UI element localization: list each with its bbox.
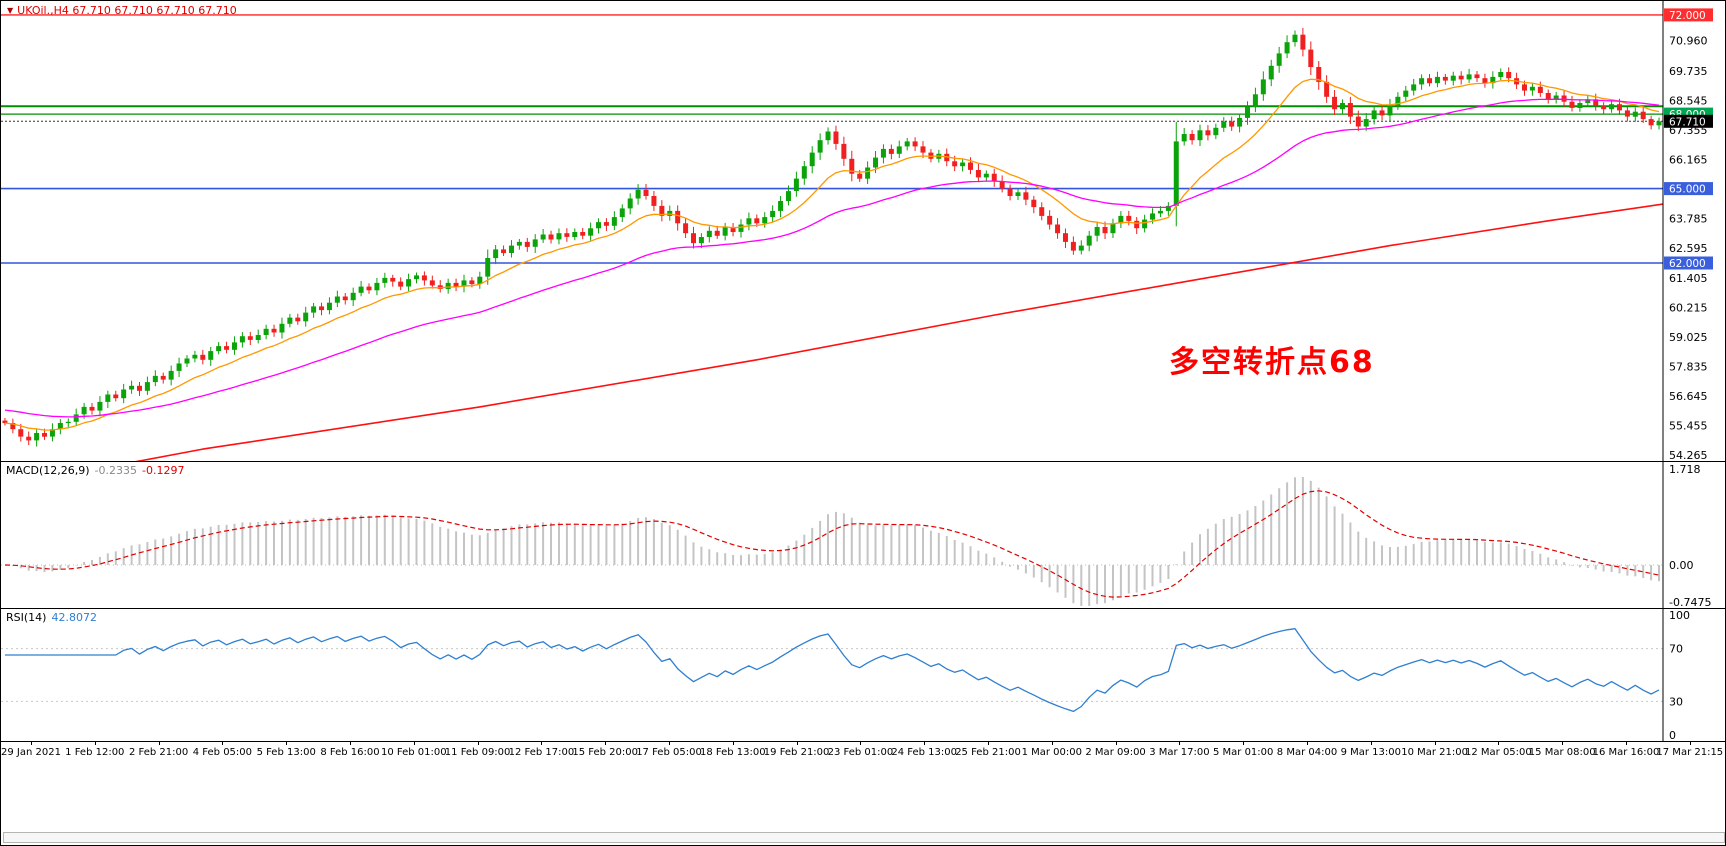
svg-text:0.00: 0.00 — [1669, 559, 1694, 572]
time-tick — [1370, 742, 1372, 745]
rsi-panel[interactable]: 100 70 30 0 RSI(14) 42.8072 — [1, 609, 1726, 742]
time-tick — [222, 742, 224, 745]
time-label: 3 Mar 17:00 — [1149, 747, 1210, 758]
time-label: 15 Mar 08:00 — [1528, 747, 1596, 758]
rsi-name: RSI(14) — [6, 611, 47, 624]
time-tick — [1562, 742, 1564, 745]
rsi-value: 42.8072 — [51, 611, 97, 624]
bottom-strip — [1, 762, 1725, 845]
time-label: 5 Mar 01:00 — [1212, 747, 1274, 758]
time-label: 10 Feb 01:00 — [380, 747, 447, 758]
svg-text:-0.7475: -0.7475 — [1669, 596, 1711, 608]
time-label: 19 Feb 21:00 — [763, 747, 830, 758]
chart-symbol-title: ▼ UKOil.,H4 67.710 67.710 67.710 67.710 — [7, 4, 237, 17]
svg-text:70.960: 70.960 — [1669, 35, 1708, 48]
svg-text:59.025: 59.025 — [1669, 331, 1708, 344]
svg-text:66.165: 66.165 — [1669, 154, 1708, 167]
time-label: 18 Feb 13:00 — [699, 747, 766, 758]
time-label: 8 Mar 04:00 — [1276, 747, 1338, 758]
time-label: 23 Feb 01:00 — [827, 747, 894, 758]
time-tick — [1498, 742, 1500, 745]
time-tick — [286, 742, 288, 745]
time-tick — [158, 742, 160, 745]
time-label: 12 Feb 17:00 — [508, 747, 575, 758]
time-tick — [1179, 742, 1181, 745]
rsi-canvas[interactable]: 100 70 30 0 — [1, 609, 1726, 742]
macd-value-signal: -0.1297 — [142, 464, 185, 477]
time-tick — [605, 742, 607, 745]
time-label: 12 Mar 05:00 — [1465, 747, 1532, 758]
svg-text:72.000: 72.000 — [1669, 10, 1706, 22]
macd-name: MACD(12,26,9) — [6, 464, 90, 477]
time-tick — [924, 742, 926, 745]
symbol-ohlc-text: UKOil.,H4 67.710 67.710 67.710 67.710 — [17, 4, 237, 17]
time-tick — [1307, 742, 1308, 745]
svg-text:55.455: 55.455 — [1669, 419, 1708, 432]
svg-text:61.405: 61.405 — [1669, 272, 1708, 285]
time-tick — [1626, 742, 1627, 745]
time-tick — [669, 742, 670, 745]
time-tick — [477, 742, 479, 745]
svg-text:67.710: 67.710 — [1669, 116, 1706, 128]
time-tick — [732, 742, 734, 745]
svg-text:68.545: 68.545 — [1669, 95, 1708, 108]
time-tick — [988, 742, 989, 745]
time-label: 24 Feb 13:00 — [891, 747, 957, 758]
time-label: 10 Mar 21:00 — [1401, 747, 1468, 758]
time-tick — [413, 742, 415, 745]
svg-text:0: 0 — [1669, 729, 1676, 741]
chart-annotation: 多空转折点68 — [1169, 345, 1375, 380]
time-tick — [796, 742, 798, 745]
time-tick — [1243, 742, 1245, 745]
svg-text:70: 70 — [1669, 643, 1683, 656]
time-tick — [1434, 742, 1436, 745]
time-tick — [860, 742, 862, 745]
macd-canvas[interactable]: 1.718 0.00 -0.7475 — [1, 462, 1726, 609]
time-tick — [94, 742, 96, 745]
rsi-label: RSI(14) 42.8072 — [6, 611, 97, 624]
svg-text:1.718: 1.718 — [1669, 463, 1701, 476]
symbol-collapse-icon[interactable]: ▼ — [7, 6, 14, 15]
svg-text:65.000: 65.000 — [1669, 184, 1706, 196]
time-label: 11 Feb 09:00 — [444, 747, 511, 758]
svg-text:57.835: 57.835 — [1669, 360, 1708, 373]
time-tick — [350, 742, 351, 745]
svg-text:60.215: 60.215 — [1669, 301, 1708, 314]
svg-text:63.785: 63.785 — [1669, 213, 1708, 226]
time-tick — [1689, 742, 1691, 745]
time-label: 2 Mar 09:00 — [1085, 747, 1146, 758]
price-chart-panel[interactable]: 70.960 69.735 68.545 67.355 66.165 63.785 62.5… — [1, 1, 1726, 462]
time-tick — [541, 742, 543, 745]
svg-text:62.000: 62.000 — [1669, 258, 1706, 270]
svg-text:30: 30 — [1669, 695, 1683, 708]
time-label: 8 Feb 16:00 — [320, 747, 380, 758]
time-label: 5 Feb 13:00 — [256, 747, 316, 758]
macd-label: MACD(12,26,9) -0.2335 -0.1297 — [6, 464, 184, 477]
time-label: 1 Mar 00:00 — [1021, 747, 1082, 758]
price-chart-canvas[interactable]: 70.96069.73568.54567.35566.16563.78562.5… — [1, 1, 1726, 462]
time-label: 15 Feb 20:00 — [572, 747, 638, 758]
svg-text:54.265: 54.265 — [1669, 449, 1708, 461]
svg-text:56.645: 56.645 — [1669, 390, 1708, 403]
time-label: 9 Mar 13:00 — [1340, 747, 1401, 758]
macd-panel[interactable]: 1.718 0.00 -0.7475 MACD(12,26,9) -0.2335 -0.… — [1, 462, 1726, 609]
macd-value-main: -0.2335 — [94, 464, 138, 477]
time-label: 4 Feb 05:00 — [192, 747, 253, 758]
time-axis[interactable]: 29 Jan 2021 1 Feb 12:00 2 Feb 21:00 4 Feb 0… — [1, 742, 1725, 762]
time-tick — [1115, 742, 1117, 745]
time-label: 25 Feb 21:00 — [955, 747, 1021, 758]
svg-text:69.735: 69.735 — [1669, 65, 1708, 78]
horizontal-scrollbar[interactable] — [3, 832, 1725, 843]
time-label: 16 Mar 16:00 — [1592, 747, 1660, 758]
time-label: 1 Feb 12:00 — [65, 747, 125, 758]
time-label: 29 Jan 2021 — [1, 747, 61, 758]
time-label: 17 Mar 21:15 — [1656, 747, 1724, 758]
svg-text:62.595: 62.595 — [1669, 242, 1708, 255]
time-tick — [31, 742, 32, 745]
time-label: 2 Feb 21:00 — [128, 747, 189, 758]
svg-text:100: 100 — [1669, 609, 1690, 622]
time-label: 17 Feb 05:00 — [636, 747, 702, 758]
time-tick — [1051, 742, 1053, 745]
